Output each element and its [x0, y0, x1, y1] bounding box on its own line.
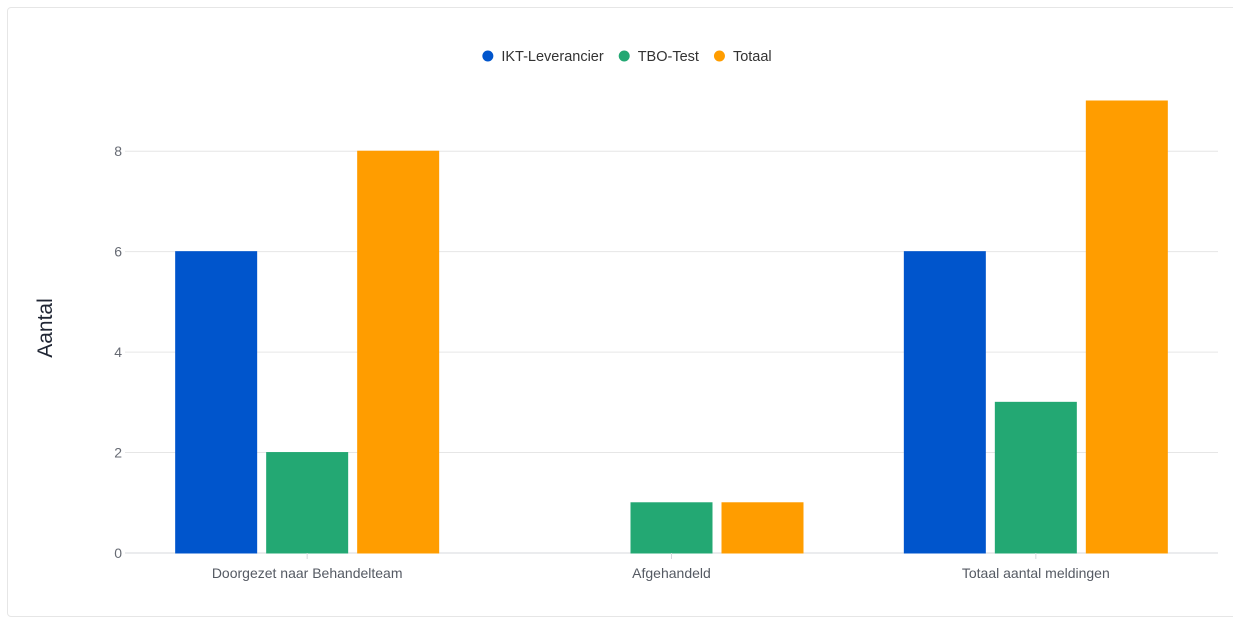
- bar-totaal[interactable]: [1085, 100, 1168, 554]
- legend-marker: [482, 50, 494, 62]
- y-tick-label: 6: [114, 244, 122, 260]
- bar-ikt-leverancier[interactable]: [903, 251, 986, 554]
- bar-ikt-leverancier[interactable]: [175, 251, 258, 554]
- bar-tbo-test[interactable]: [994, 401, 1077, 554]
- x-category-label: Doorgezet naar Behandelteam: [212, 565, 403, 581]
- legend-label: TBO-Test: [638, 49, 699, 65]
- bar-totaal[interactable]: [357, 150, 440, 554]
- y-tick-label: 2: [114, 445, 122, 461]
- y-axis-label: Aantal: [34, 298, 57, 358]
- legend-marker: [713, 50, 725, 62]
- x-category-label: Afgehandeld: [632, 565, 711, 581]
- y-axis-ticks: 0 2 4 6 8: [114, 143, 122, 561]
- bar-tbo-test[interactable]: [630, 502, 713, 554]
- legend-item[interactable]: TBO-Test: [618, 49, 699, 65]
- y-tick-label: 0: [114, 545, 122, 561]
- legend-item[interactable]: IKT-Leverancier: [482, 49, 604, 65]
- legend: IKT-Leverancier TBO-Test Totaal: [482, 49, 772, 65]
- bar-totaal[interactable]: [721, 502, 804, 554]
- legend-marker: [618, 50, 630, 62]
- x-category-label: Totaal aantal meldingen: [962, 565, 1110, 581]
- y-tick-label: 8: [114, 143, 122, 159]
- x-axis-ticks: Doorgezet naar Behandelteam Afgehandeld To…: [212, 553, 1110, 581]
- legend-label: Totaal: [733, 49, 772, 65]
- bar-tbo-test[interactable]: [266, 452, 349, 554]
- y-tick-label: 4: [114, 344, 122, 360]
- legend-item[interactable]: Totaal: [713, 49, 772, 65]
- legend-label: IKT-Leverancier: [501, 49, 604, 65]
- bars: [175, 100, 1168, 554]
